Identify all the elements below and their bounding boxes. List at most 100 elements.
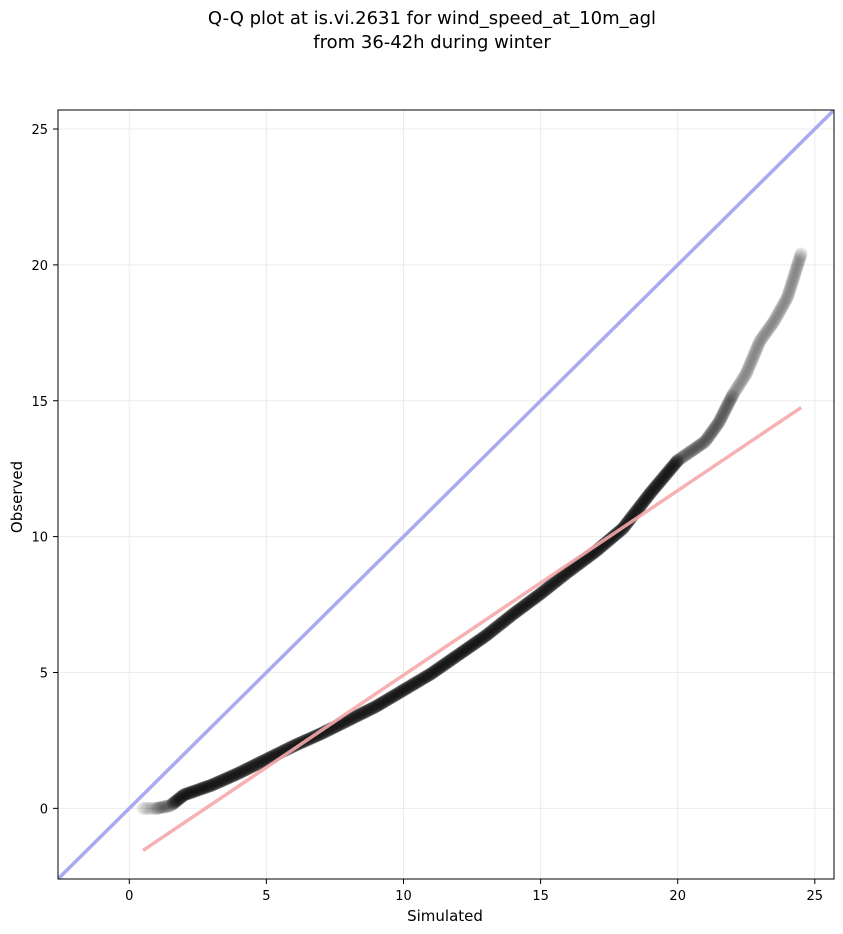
data-point: [668, 457, 682, 471]
data-point: [426, 666, 440, 680]
data-point: [773, 304, 787, 318]
data-point: [548, 575, 562, 589]
data-point: [730, 382, 744, 396]
data-point: [545, 578, 559, 592]
x-axis-ticks: 0 5 10 15 20 25: [125, 879, 823, 904]
data-point: [480, 628, 494, 642]
data-point: [792, 255, 806, 269]
data-point: [633, 499, 647, 513]
data-point: [420, 669, 434, 683]
data-point: [422, 668, 436, 682]
gridlines: [58, 110, 834, 879]
data-point: [724, 392, 738, 406]
data-point: [501, 611, 515, 625]
data-point: [745, 352, 759, 366]
data-point: [497, 615, 511, 629]
data-point: [731, 380, 745, 394]
x-tick-label: 20: [669, 889, 686, 904]
one-to-one-line: [58, 110, 834, 879]
fit-line: [142, 406, 803, 852]
data-point: [154, 801, 168, 815]
data-point: [500, 612, 514, 626]
data-point: [769, 311, 783, 325]
data-point: [152, 801, 166, 815]
data-point: [641, 489, 655, 503]
data-point: [645, 485, 659, 499]
data-point: [379, 693, 393, 707]
data-point: [378, 694, 392, 708]
data-point: [360, 704, 374, 718]
data-point: [774, 303, 788, 317]
data-point: [517, 599, 531, 613]
data-point: [161, 799, 175, 813]
data-point: [188, 784, 202, 798]
data-point: [768, 313, 782, 327]
data-point: [485, 624, 499, 638]
data-point: [345, 711, 359, 725]
data-point: [642, 488, 656, 502]
fit-line-group: [142, 406, 803, 852]
data-point: [550, 574, 564, 588]
data-point: [720, 399, 734, 413]
data-point: [237, 763, 251, 777]
x-tick-label: 0: [125, 889, 133, 904]
data-point: [719, 401, 733, 415]
data-point: [171, 793, 185, 807]
data-point: [414, 673, 428, 687]
data-point: [679, 448, 693, 462]
data-point: [258, 753, 272, 767]
data-point: [142, 801, 156, 815]
data-point: [671, 454, 685, 468]
data-point: [232, 766, 246, 780]
data-point: [174, 790, 188, 804]
data-point: [396, 683, 410, 697]
data-point: [553, 571, 567, 585]
data-point: [353, 708, 367, 722]
data-point: [758, 328, 772, 342]
data-point: [704, 427, 718, 441]
data-point: [734, 375, 748, 389]
data-point: [181, 786, 195, 800]
data-point: [464, 639, 478, 653]
data-point: [484, 625, 498, 639]
reference-line-group: [58, 110, 834, 879]
data-point: [676, 450, 690, 464]
data-point: [777, 296, 791, 310]
data-point: [664, 461, 678, 475]
data-point: [148, 801, 162, 815]
data-point: [199, 780, 213, 794]
data-point: [214, 774, 228, 788]
data-point: [672, 452, 686, 466]
data-point: [789, 264, 803, 278]
data-point: [707, 422, 721, 436]
data-point: [532, 588, 546, 602]
data-point: [637, 494, 651, 508]
data-point: [482, 626, 496, 640]
data-point: [781, 289, 795, 303]
data-point: [194, 782, 208, 796]
data-point: [702, 430, 716, 444]
data-point: [663, 463, 677, 477]
data-point: [631, 502, 645, 516]
data-point: [761, 323, 775, 337]
data-point: [667, 458, 681, 472]
data-point: [744, 356, 758, 370]
data-point: [158, 800, 172, 814]
data-point: [783, 281, 797, 295]
data-point: [650, 478, 664, 492]
data-point: [762, 321, 776, 335]
data-point: [516, 600, 530, 614]
data-point: [186, 785, 200, 799]
data-point: [669, 455, 683, 469]
data-point: [474, 632, 488, 646]
chart-title-line2: from 36-42h during winter: [313, 32, 551, 53]
data-point: [349, 709, 363, 723]
data-point: [658, 469, 672, 483]
data-point: [490, 620, 504, 634]
data-point: [509, 605, 523, 619]
data-point: [767, 315, 781, 329]
data-point: [699, 433, 713, 447]
data-point: [700, 431, 714, 445]
data-point: [376, 695, 390, 709]
